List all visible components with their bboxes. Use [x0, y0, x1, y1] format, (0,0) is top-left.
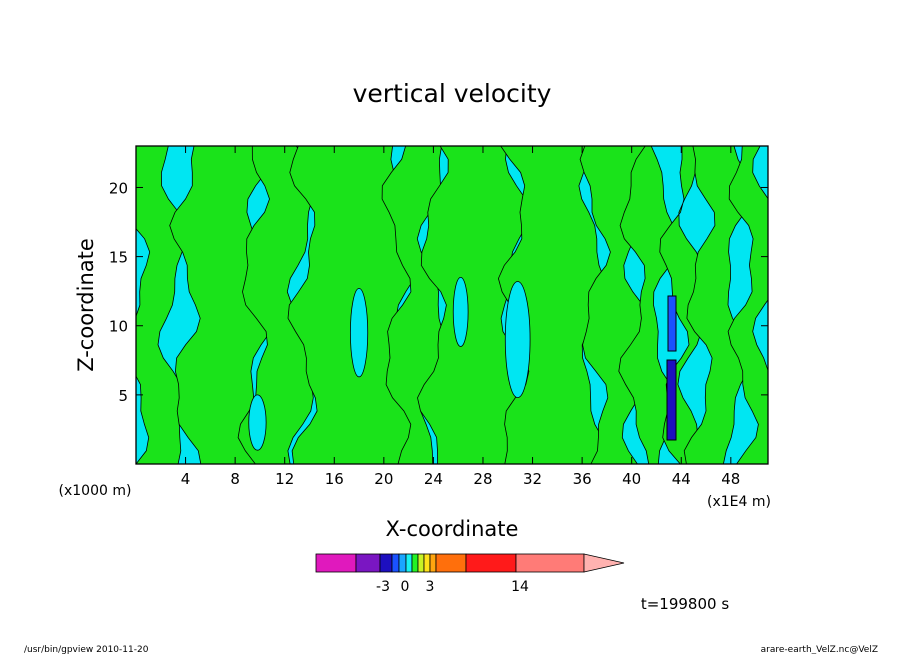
colorbar-swatch — [515, 553, 585, 573]
x-unit-left: (x1000 m) — [59, 483, 132, 499]
colorbar-arrow — [583, 553, 625, 573]
colorbar-label: -3 — [376, 579, 390, 595]
y-tick-label: 5 — [118, 387, 128, 405]
colorbar-labels: -3 0 3 14 — [376, 579, 529, 595]
convective-core — [666, 295, 677, 441]
x-axis-ticks: 4 8 12 16 20 24 28 32 36 40 44 48 — [181, 146, 740, 488]
colorbar-swatch — [355, 553, 381, 573]
footer-left: /usr/bin/gpview 2010-11-20 — [24, 645, 149, 654]
downdraft-cell — [452, 276, 469, 347]
convective-core-lower — [666, 359, 677, 441]
colorbar-swatch — [379, 553, 393, 573]
y-axis-ticks: 5 10 15 20 — [109, 179, 768, 405]
downdraft-cell — [504, 281, 531, 399]
x-axis-label: X-coordinate — [386, 517, 519, 541]
colorbar-swatch — [465, 553, 517, 573]
colorbar-swatch — [315, 553, 357, 573]
y-tick-label: 20 — [109, 179, 128, 197]
colorbar-swatch — [391, 553, 400, 573]
x-tick-label: 28 — [473, 470, 492, 488]
footer-right: arare-earth_VelZ.nc@VelZ — [761, 645, 878, 654]
convective-core-blue — [667, 295, 677, 352]
x-tick-label: 32 — [523, 470, 542, 488]
updraft-region — [618, 146, 681, 464]
downdraft-cell — [248, 394, 267, 451]
x-tick-label: 16 — [325, 470, 344, 488]
y-tick-label: 10 — [109, 318, 128, 336]
updraft-region — [169, 146, 277, 464]
x-tick-label: 24 — [424, 470, 443, 488]
y-axis-label: Z-coordinate — [74, 238, 98, 372]
colorbar-label: 14 — [511, 579, 529, 595]
colorbar-swatch — [398, 553, 407, 573]
x-tick-label: 4 — [181, 470, 191, 488]
colorbar-swatch — [417, 553, 425, 573]
x-tick-label: 40 — [622, 470, 641, 488]
colorbar-swatch — [423, 553, 431, 573]
y-tick-label: 15 — [109, 249, 128, 267]
colorbar-swatch — [429, 553, 437, 573]
x-tick-label: 44 — [672, 470, 691, 488]
x-tick-label: 48 — [721, 470, 740, 488]
colorbar-swatch — [435, 553, 467, 573]
x-unit-right: (x1E4 m) — [707, 494, 771, 510]
x-tick-label: 36 — [573, 470, 592, 488]
plot-frame — [135, 145, 769, 465]
chart-title: vertical velocity — [353, 79, 552, 108]
x-tick-label: 12 — [275, 470, 294, 488]
x-tick-label: 8 — [230, 470, 240, 488]
contour-field — [136, 146, 768, 464]
time-label: t=199800 s — [641, 595, 729, 613]
downdraft-cell — [349, 288, 369, 378]
colorbar-label: 3 — [426, 579, 435, 595]
colorbar-label: 0 — [401, 579, 410, 595]
colorbar-swatch — [405, 553, 413, 573]
colorbar-swatch — [411, 553, 419, 573]
x-tick-label: 20 — [374, 470, 393, 488]
updraft-region — [727, 146, 768, 464]
updraft-regions — [136, 146, 768, 464]
colorbar — [315, 553, 625, 573]
